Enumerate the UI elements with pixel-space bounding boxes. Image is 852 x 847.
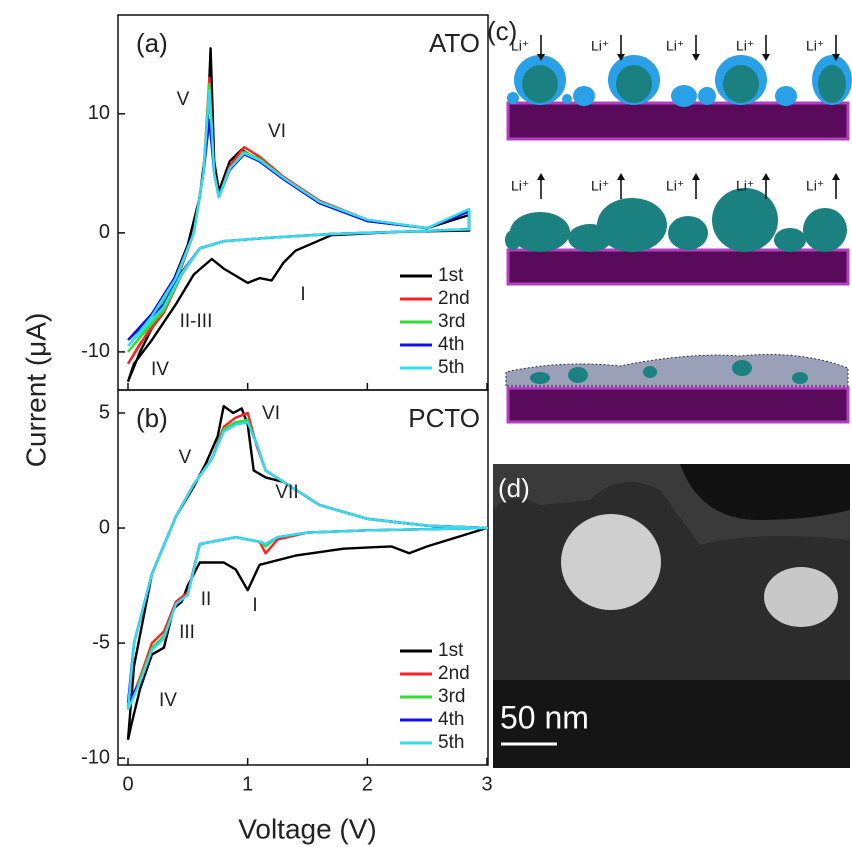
annotation: VII (275, 482, 298, 503)
panel-label: (b) (136, 403, 168, 433)
substrate (506, 101, 850, 141)
legend-label: 2nd (438, 288, 470, 309)
panel-title: PCTO (408, 403, 480, 433)
micrograph: (d) 50 nm (493, 464, 850, 768)
panel-label: (a) (136, 28, 168, 58)
arrow-head (832, 173, 840, 180)
annotation: VI (268, 121, 286, 142)
annotation: IV (159, 690, 177, 711)
y-tick-label: -10 (81, 340, 110, 362)
y-tick-label: 0 (99, 516, 110, 538)
ion-label: Li⁺ (666, 38, 684, 54)
ion-label: Li⁺ (736, 38, 754, 54)
panel-title: ATO (429, 28, 480, 58)
x-tick-label: 0 (122, 773, 133, 795)
dispersed-layer (505, 354, 849, 387)
particles (505, 188, 847, 252)
ion-label: Li⁺ (666, 178, 684, 194)
particles (507, 55, 852, 107)
schematic: (c) (487, 16, 852, 424)
arrow-head (537, 54, 545, 61)
legend-label: 1st (438, 640, 464, 661)
arrow-head (617, 173, 625, 180)
cv-curve (127, 118, 471, 341)
annotation: VI (262, 403, 280, 424)
ion-label: Li⁺ (806, 38, 824, 54)
legend-label: 3rd (438, 686, 465, 707)
y-tick-label: -5 (92, 631, 110, 653)
annotation: I (252, 595, 257, 616)
arrow-head (692, 54, 700, 61)
annotation: V (177, 89, 190, 110)
plot-frame (117, 14, 489, 391)
annotation: III (179, 622, 195, 643)
y-axis-label: Current (μA) (20, 313, 51, 468)
legend-label: 1st (438, 265, 464, 286)
legend-label: 5th (438, 732, 464, 753)
x-axis-label: Voltage (V) (238, 813, 377, 844)
scale-label: 50 nm (500, 699, 589, 735)
arrow-head (537, 173, 545, 180)
ion-label: Li⁺ (511, 178, 529, 194)
legend-label: 4th (438, 709, 464, 730)
ion-label: Li⁺ (736, 178, 754, 194)
annotation: IV (151, 359, 169, 380)
substrate (506, 248, 850, 286)
legend-label: 3rd (438, 311, 465, 332)
cv-curve (126, 404, 488, 740)
arrow-head (762, 173, 770, 180)
y-tick-label: 10 (88, 102, 110, 124)
arrow-head (617, 54, 625, 61)
annotation: II (201, 589, 212, 610)
panel-label: (c) (487, 16, 517, 46)
panel-label: (d) (498, 473, 530, 503)
ion-label: Li⁺ (591, 178, 609, 194)
y-tick-label: 5 (99, 401, 110, 423)
plot-frame (117, 389, 489, 766)
x-tick-label: 2 (362, 773, 373, 795)
ion-label: Li⁺ (806, 178, 824, 194)
annotation: V (179, 447, 192, 468)
x-tick-label: 1 (242, 773, 253, 795)
arrow-head (832, 54, 840, 61)
particles (530, 360, 808, 384)
y-tick-label: 0 (99, 221, 110, 243)
cv-curve (127, 88, 471, 347)
x-tick-label: 3 (481, 773, 492, 795)
annotation: I (300, 284, 305, 305)
ion-label: Li⁺ (511, 38, 529, 54)
legend-label: 5th (438, 357, 464, 378)
y-tick-label: -10 (81, 746, 110, 768)
substrate (506, 386, 850, 424)
cv-curve (126, 421, 488, 711)
arrow-head (762, 54, 770, 61)
annotation: II-III (180, 311, 213, 332)
legend-label: 4th (438, 334, 464, 355)
legend-label: 2nd (438, 663, 470, 684)
ion-label: Li⁺ (591, 38, 609, 54)
arrow-head (692, 173, 700, 180)
